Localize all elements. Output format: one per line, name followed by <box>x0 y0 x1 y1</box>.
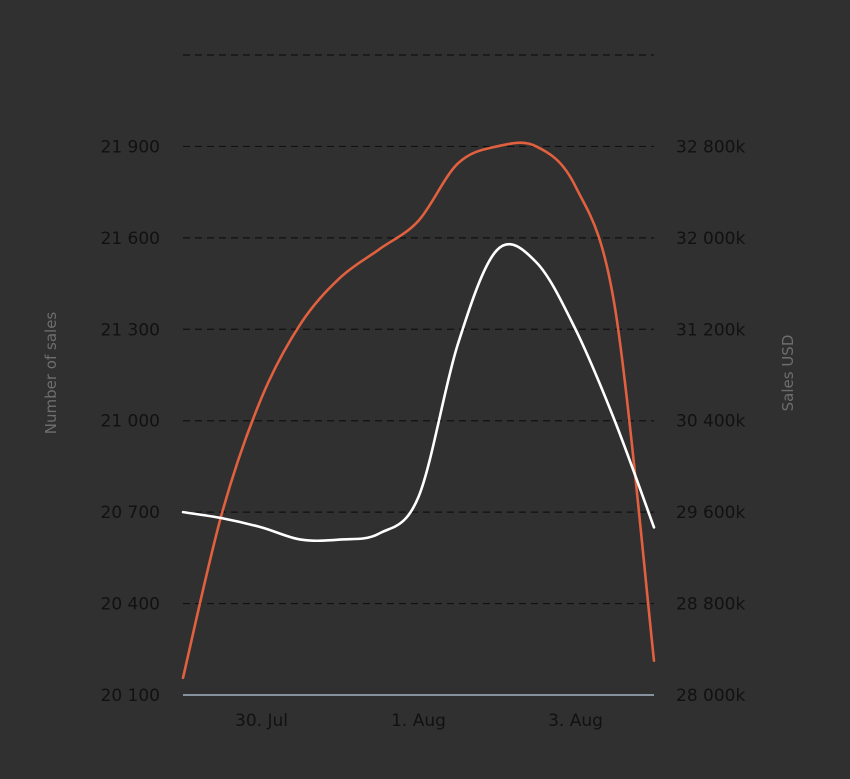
x-tick-label: 1. Aug <box>391 711 446 731</box>
series-group <box>181 141 656 680</box>
y-axis-right-title: Sales USD <box>779 335 797 412</box>
y-right-tick-label: 32 000k <box>676 229 745 249</box>
x-tick-label: 3. Aug <box>548 711 603 731</box>
y-right-tick-label: 32 800k <box>676 137 745 157</box>
y-left-tick-label: 20 400 <box>101 595 160 615</box>
y-right-tick-label: 29 600k <box>676 503 745 523</box>
y-right-tick-label: 28 000k <box>676 686 745 706</box>
y-left-tick-label: 21 300 <box>101 320 160 340</box>
y-left-tick-label: 20 100 <box>101 686 160 706</box>
series-line-2 <box>181 243 656 543</box>
grid <box>183 54 654 696</box>
y-left-tick-label: 21 000 <box>101 412 160 432</box>
y-right-tick-label: 30 400k <box>676 412 745 432</box>
series-line-1 <box>181 141 656 680</box>
y-right-tick-label: 31 200k <box>676 320 745 340</box>
y-left-tick-label: 21 600 <box>101 229 160 249</box>
y-left-tick-label: 21 900 <box>101 137 160 157</box>
x-tick-label: 30. Jul <box>235 711 288 731</box>
tick-labels: 20 100 20 400 20 700 21 000 21 300 21 600 21 9… <box>101 137 746 731</box>
y-axis-left-title: Number of sales <box>42 312 60 435</box>
y-left-tick-label: 20 700 <box>101 503 160 523</box>
y-right-tick-label: 28 800k <box>676 595 745 615</box>
